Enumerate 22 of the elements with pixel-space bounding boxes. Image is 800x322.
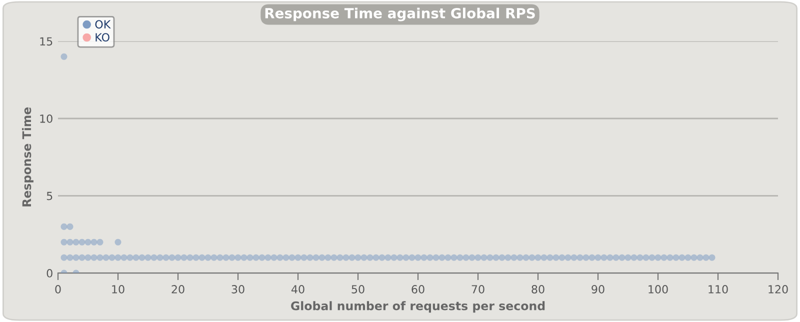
x-tick-label: 20 <box>172 285 184 294</box>
x-tick-label: 110 <box>708 285 728 294</box>
x-tick-label: 10 <box>112 285 124 294</box>
x-tick-label: 120 <box>768 285 788 294</box>
x-tick-label: 0 <box>55 285 61 294</box>
x-tick-label: 40 <box>291 285 304 294</box>
y-tick-label: 10 <box>40 114 52 123</box>
x-tick-label: 60 <box>412 285 424 294</box>
x-tick-label: 50 <box>352 285 364 294</box>
legend-label: KO <box>96 33 110 42</box>
y-tick-label: 15 <box>40 37 52 46</box>
x-tick-label: 100 <box>648 285 668 294</box>
y-axis-title: Response Time <box>22 107 34 206</box>
x-tick-label: 30 <box>232 285 244 294</box>
x-axis-title: Global number of requests per second <box>291 301 545 313</box>
legend-label: OK <box>95 20 111 29</box>
x-tick-label: 70 <box>472 285 484 294</box>
chart-title: Response Time against Global RPS <box>265 8 535 22</box>
y-tick-label: 5 <box>46 192 52 200</box>
y-tick-label: 0 <box>46 269 52 278</box>
x-tick-label: 90 <box>592 285 604 294</box>
x-tick-label: 80 <box>532 285 544 294</box>
